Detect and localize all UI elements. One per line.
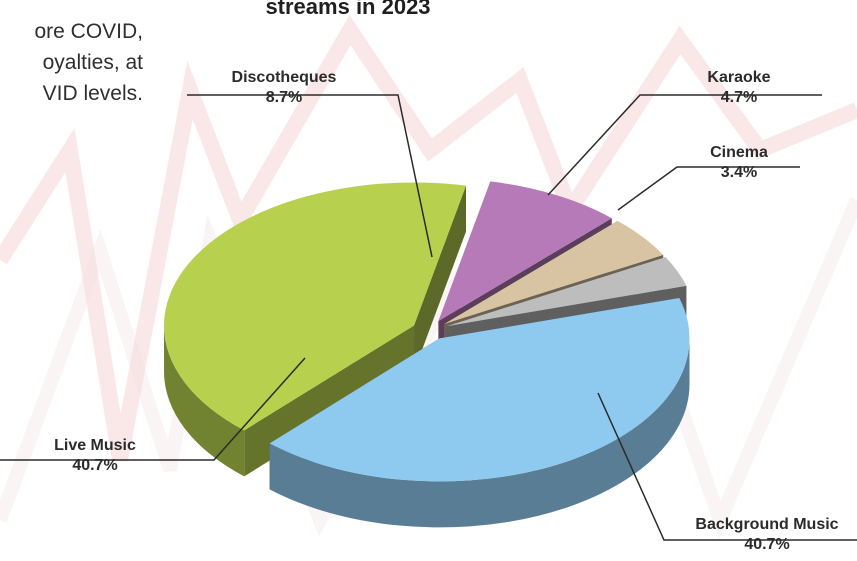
live-music-label-value: 40.7% bbox=[72, 457, 118, 474]
intro-line-1: ore COVID, bbox=[34, 20, 143, 43]
background-music-leader-line bbox=[597, 392, 857, 541]
cinema-leader-line bbox=[617, 166, 800, 211]
chart-title: streams in 2023 bbox=[265, 0, 431, 19]
background-music-label-name: Background Music bbox=[695, 516, 839, 533]
pie-slice-live-music-cut-face-2 bbox=[414, 185, 466, 372]
background-music-label: Background Music 40.7% bbox=[677, 515, 857, 555]
leader-lines-layer bbox=[0, 94, 857, 541]
intro-text: ore COVID, oyalties, at VID levels. bbox=[0, 16, 143, 109]
discotheques-label: Discotheques 8.7% bbox=[209, 68, 359, 108]
live-music-label: Live Music 40.7% bbox=[30, 436, 160, 476]
pie-slice-background-music bbox=[269, 298, 690, 528]
background-zigzag bbox=[0, 30, 857, 460]
cinema-label: Cinema 3.4% bbox=[699, 143, 779, 183]
discotheques-label-value: 8.7% bbox=[265, 89, 303, 106]
karaoke-label-name: Karaoke bbox=[707, 69, 771, 86]
karaoke-label: Karaoke 4.7% bbox=[694, 68, 784, 108]
pie-slice-karaoke-top bbox=[444, 220, 664, 324]
pie-slice-cinema-top bbox=[446, 257, 687, 327]
cinema-label-value: 3.4% bbox=[720, 164, 758, 181]
live-music-label-name: Live Music bbox=[54, 437, 136, 454]
pie-slice-live-music-side bbox=[164, 325, 245, 477]
pie-slice-background-music-side bbox=[269, 338, 690, 528]
karaoke-label-value: 4.7% bbox=[720, 89, 758, 106]
pie-slices-layer bbox=[164, 181, 690, 528]
discotheques-leader-line bbox=[187, 94, 433, 258]
background-music-label-value: 40.7% bbox=[744, 536, 790, 553]
intro-line-2: oyalties, at bbox=[42, 51, 143, 74]
live-music-leader-line bbox=[0, 357, 306, 461]
intro-line-3: VID levels. bbox=[42, 82, 143, 105]
karaoke-leader-line bbox=[547, 94, 822, 196]
discotheques-label-name: Discotheques bbox=[231, 69, 337, 86]
pie-slice-live-music-top bbox=[164, 182, 466, 431]
pie-slice-background-music-top bbox=[269, 298, 690, 482]
pie-slice-discotheques-top bbox=[438, 181, 612, 322]
cinema-label-name: Cinema bbox=[710, 144, 768, 161]
